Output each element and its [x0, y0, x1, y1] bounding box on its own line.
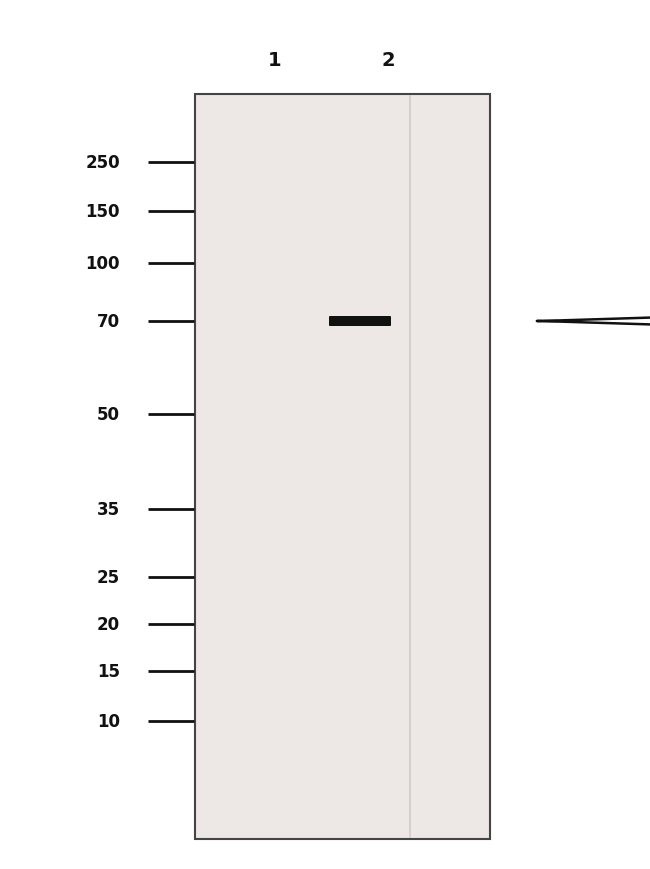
Bar: [195, 95, 490, 839]
Text: 2: 2: [381, 50, 395, 70]
FancyBboxPatch shape: [329, 316, 391, 327]
Text: 50: 50: [97, 406, 120, 423]
Text: 15: 15: [97, 662, 120, 680]
Text: 1: 1: [268, 50, 282, 70]
Text: 10: 10: [97, 713, 120, 730]
Text: 150: 150: [86, 202, 120, 221]
Text: 100: 100: [86, 255, 120, 273]
Text: 70: 70: [97, 313, 120, 330]
Text: 250: 250: [85, 154, 120, 172]
Text: 20: 20: [97, 615, 120, 634]
Text: 25: 25: [97, 568, 120, 587]
Text: 35: 35: [97, 501, 120, 519]
